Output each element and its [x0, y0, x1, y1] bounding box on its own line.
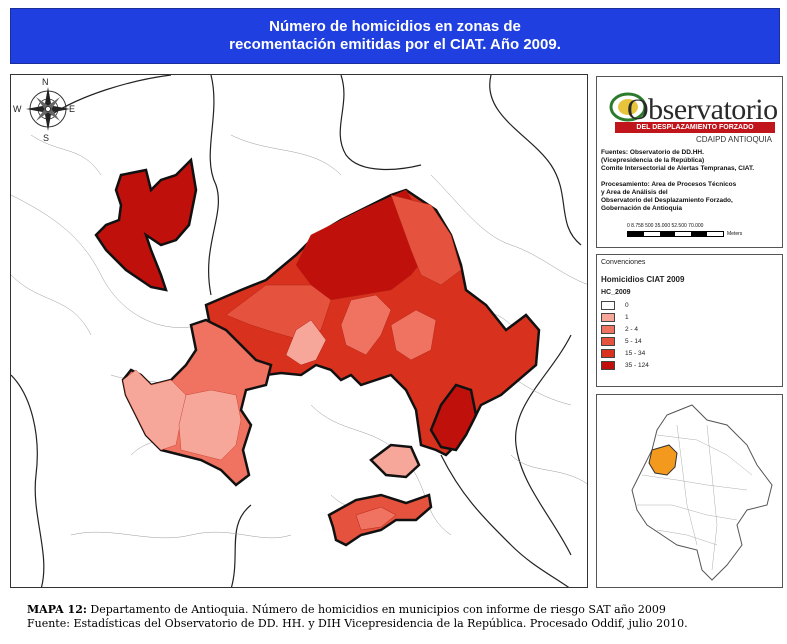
- legend-class-label: 35 - 124: [625, 362, 649, 369]
- legend-class-label: 5 - 14: [625, 338, 642, 345]
- compass-east-label: E: [69, 104, 75, 114]
- legend-class-label: 0: [625, 302, 629, 309]
- legend-class-label: 1: [625, 314, 629, 321]
- map-title-bar: Número de homicidios en zonas de recomen…: [10, 8, 780, 64]
- region-magdalena[interactable]: [429, 383, 478, 452]
- compass-south-label: S: [43, 133, 49, 143]
- logo-cdaipd: CDAIPD ANTIOQUIA: [695, 135, 772, 144]
- map-caption: MAPA 12: Departamento de Antioquia. Núme…: [27, 603, 688, 631]
- antioquia-highlight: [648, 444, 678, 476]
- legend-field: HC_2009: [601, 289, 631, 296]
- legend-class-row: 5 - 14: [601, 337, 642, 346]
- inset-map-colombia: [596, 394, 783, 588]
- department-boundaries: [11, 75, 582, 587]
- legend-class-row: 1: [601, 313, 629, 322]
- legend-swatch: [601, 313, 615, 322]
- compass-rose-icon: [26, 87, 70, 131]
- legend-swatch: [601, 325, 615, 334]
- logo-subtitle-bar: DEL DESPLAZAMIENTO FORZADO: [615, 122, 775, 133]
- legend-header: Convenciones: [601, 259, 646, 266]
- logo-title: Observatorio: [627, 93, 778, 126]
- legend-class-label: 2 - 4: [625, 326, 639, 333]
- inset-map-canvas: [631, 404, 773, 581]
- legend-title: Homicidios CIAT 2009: [601, 275, 685, 284]
- processing-line-1: Procesamiento: Area de Procesos Técnicos: [601, 181, 737, 188]
- processing-line-3: Observatorio del Desplazamiento Forzado,: [601, 197, 733, 204]
- compass-west-label: W: [13, 104, 22, 114]
- caption-label: MAPA 12:: [27, 603, 87, 616]
- processing-line-2: y Area de Análisis del: [601, 189, 668, 196]
- scale-bar: [627, 231, 724, 237]
- sources-line-2: (Vicepresidencia de la República): [601, 157, 705, 164]
- map-canvas: N S E W: [11, 75, 587, 587]
- subregion-central-pink[interactable]: [285, 319, 327, 366]
- map-title-line-1: Número de homicidios en zonas de: [269, 18, 521, 35]
- subregion-central-east[interactable]: [390, 194, 462, 286]
- map-title-line-2: recomentación emitidas por el CIAT. Año …: [229, 36, 561, 53]
- legend-swatch: [601, 301, 615, 310]
- sources-line-3: Comite Intersectorial de Alertas Tempran…: [601, 165, 755, 172]
- legend-class-row: 35 - 124: [601, 361, 649, 370]
- colombia-outline: [631, 404, 773, 581]
- subregion-central-southeast[interactable]: [390, 309, 437, 361]
- subregion-central-north[interactable]: [295, 189, 432, 301]
- legend-class-row: 0: [601, 301, 629, 310]
- region-oriente-small[interactable]: [369, 443, 421, 479]
- caption-line-1: Departamento de Antioquia. Número de hom…: [86, 603, 666, 616]
- legend-swatch: [601, 349, 615, 358]
- sources-line-1: Fuentes: Observatorio de DD.HH.: [601, 149, 704, 156]
- compass-north-label: N: [42, 77, 49, 87]
- legend-class-row: 2 - 4: [601, 325, 638, 334]
- logo-panel: Observatorio DEL DESPLAZAMIENTO FORZADO …: [596, 76, 783, 248]
- subregion-central-south[interactable]: [340, 294, 392, 356]
- processing-line-4: Gobernación de Antioquia: [601, 205, 683, 212]
- legend-class-label: 15 - 34: [625, 350, 646, 357]
- legend-panel: Convenciones Homicidios CIAT 2009 HC_200…: [596, 254, 783, 387]
- main-map[interactable]: N S E W: [10, 74, 588, 588]
- scale-ticks: 0 8.758 500 35.000 52.500 70.000: [627, 223, 704, 229]
- region-uraba[interactable]: [94, 157, 198, 292]
- observatorio-globe-icon: [609, 92, 647, 122]
- caption-line-2: Fuente: Estadísticas del Observatorio de…: [27, 617, 688, 630]
- subregion-suroeste-south[interactable]: [178, 389, 242, 461]
- subregion-sur-center[interactable]: [355, 506, 397, 531]
- subregion-suroeste-west[interactable]: [122, 369, 187, 451]
- legend-class-row: 15 - 34: [601, 349, 645, 358]
- legend-swatch: [601, 337, 615, 346]
- legend-swatch: [601, 361, 615, 370]
- scale-units: Meters: [727, 231, 743, 237]
